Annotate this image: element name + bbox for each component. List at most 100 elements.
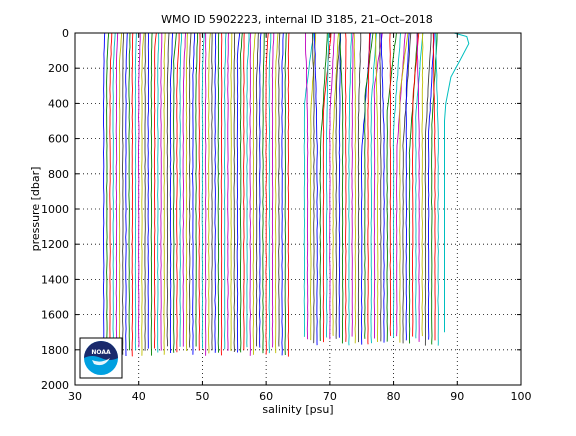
profile-line: [432, 32, 436, 341]
profile-line: [319, 32, 328, 342]
profile-line: [204, 32, 207, 356]
profile-line: [268, 33, 272, 354]
profile-line: [351, 32, 354, 337]
profile-line: [115, 32, 119, 352]
profile-line: [338, 32, 342, 338]
profile-line: [112, 32, 116, 357]
profile-line: [374, 32, 379, 343]
x-tick-label: 70: [323, 390, 337, 403]
profile-line: [173, 32, 177, 353]
y-tick-label: 1200: [41, 238, 69, 251]
profile-line: [322, 32, 332, 343]
x-tick-label: 40: [132, 390, 146, 403]
profile-line: [379, 32, 382, 342]
profile-line: [182, 32, 187, 347]
profile-line: [230, 33, 233, 352]
profile-line: [284, 32, 287, 356]
profile-line: [122, 32, 124, 355]
y-axis-label: pressure [dbar]: [29, 167, 42, 252]
profile-line: [185, 32, 188, 351]
profile-line: [141, 32, 145, 356]
profile-line: [118, 32, 123, 352]
profile-line: [195, 33, 199, 347]
profile-line: [421, 32, 424, 337]
profile-line: [249, 32, 252, 356]
profile-line: [265, 32, 269, 355]
profile-line: [311, 32, 315, 344]
profile-line: [435, 32, 439, 346]
profile-line: [220, 32, 223, 356]
y-tick-label: 1800: [41, 344, 69, 357]
x-tick-label: 100: [511, 390, 532, 403]
profile-line: [310, 32, 317, 341]
noaa-logo: NOAA: [79, 337, 123, 379]
y-tick-label: 1600: [41, 309, 69, 322]
profile-line: [166, 32, 170, 347]
profile-line: [259, 32, 262, 348]
plot-area: [75, 33, 521, 385]
profile-line: [370, 32, 377, 344]
profile-line: [233, 32, 236, 353]
chart-title: WMO ID 5902223, internal ID 3185, 21–Oct…: [161, 13, 433, 26]
profile-line: [246, 33, 250, 348]
profile-line: [208, 32, 211, 354]
profile-line: [153, 32, 157, 349]
profile-lines: [103, 32, 470, 357]
x-axis-label: salinity [psu]: [262, 403, 333, 416]
profile-line: [138, 33, 141, 348]
profile-line: [367, 32, 370, 345]
profile-line: [198, 32, 201, 351]
profile-line: [287, 32, 290, 357]
y-tick-label: 0: [62, 27, 69, 40]
profile-line: [305, 32, 309, 340]
profile-line: [160, 33, 163, 351]
y-tick-label: 600: [48, 133, 69, 146]
profile-line: [281, 32, 284, 356]
profile-line: [150, 32, 153, 356]
highlight-profile-line: [444, 32, 470, 333]
profile-line: [402, 32, 412, 344]
profile-line: [353, 32, 357, 344]
profile-line: [131, 32, 134, 357]
profile-line: [169, 32, 174, 354]
x-tick-label: 90: [450, 390, 464, 403]
profile-line: [243, 32, 245, 351]
profile-line: [278, 32, 281, 347]
profile-line: [189, 32, 192, 348]
logo-text: NOAA: [91, 349, 111, 356]
profile-line: [103, 32, 106, 354]
x-tick-label: 80: [387, 390, 401, 403]
profile-line: [134, 32, 137, 351]
profile-line: [325, 32, 330, 338]
profile-line: [176, 33, 180, 353]
profile-line: [399, 32, 409, 343]
profile-line: [332, 32, 340, 337]
y-tick-label: 1000: [41, 203, 69, 216]
profile-line: [211, 33, 213, 351]
profile-line: [314, 33, 318, 346]
profile-line: [157, 32, 160, 353]
profile-line: [405, 32, 410, 341]
x-tick-label: 50: [195, 390, 209, 403]
profile-line: [271, 32, 275, 348]
y-tick-label: 200: [48, 62, 69, 75]
profile-line: [147, 32, 149, 349]
profile-line: [392, 32, 401, 338]
profile-line: [214, 32, 217, 353]
profile-line: [109, 32, 113, 353]
profile-line: [201, 32, 205, 349]
profile-line: [348, 32, 352, 346]
profile-line: [424, 32, 432, 346]
y-tick-label: 400: [48, 97, 69, 110]
profile-line: [255, 32, 259, 347]
profile-line: [345, 32, 347, 342]
axis-ticks: [74, 32, 522, 386]
profile-line: [144, 32, 146, 351]
profile-line: [239, 32, 243, 353]
profile-line: [411, 32, 420, 337]
profile-line: [252, 32, 256, 355]
profile-line: [125, 32, 128, 357]
profile-line: [339, 32, 344, 344]
profile-line: [128, 32, 131, 351]
